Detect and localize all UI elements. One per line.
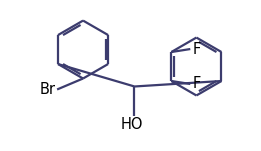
Text: F: F <box>192 77 200 92</box>
Text: Br: Br <box>40 82 56 97</box>
Text: HO: HO <box>121 117 143 132</box>
Text: F: F <box>192 42 200 56</box>
